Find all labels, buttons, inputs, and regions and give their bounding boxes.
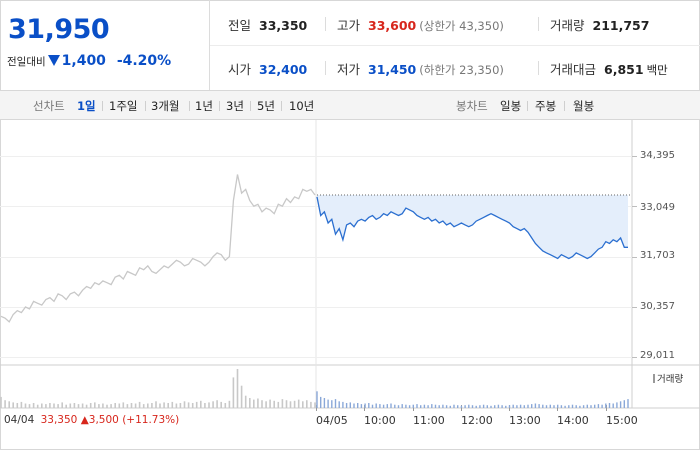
option-divider bbox=[527, 101, 528, 111]
change-row: 전일대비 1,400 -4.20% bbox=[7, 53, 171, 69]
amount-value: 6,851 bbox=[604, 62, 644, 77]
amount-label: 거래대금 bbox=[550, 62, 597, 77]
today-area-fill bbox=[317, 195, 628, 259]
x-tick-label: 13:00 bbox=[509, 414, 541, 427]
y-tick-label: 33,049 bbox=[640, 202, 675, 213]
high-label: 고가 bbox=[337, 18, 361, 33]
x-tick-label: 04/04 bbox=[4, 414, 35, 426]
prev-day-close: 33,350 bbox=[40, 414, 78, 426]
header-row-divider bbox=[210, 45, 700, 46]
range-option-1w[interactable]: 1주일 bbox=[109, 99, 138, 113]
cell-divider bbox=[538, 61, 539, 75]
open-label: 시가 bbox=[228, 62, 252, 77]
change-amount: 1,400 bbox=[61, 53, 106, 69]
x-tick-label: 10:00 bbox=[364, 414, 396, 427]
amount-unit: 백만 bbox=[646, 63, 668, 77]
option-divider bbox=[250, 101, 251, 111]
y-tick-label: 34,395 bbox=[640, 150, 675, 161]
prev-day-percent: (+11.73%) bbox=[122, 414, 180, 426]
cell-divider bbox=[538, 17, 539, 31]
line-chart-label: 선차트 bbox=[33, 99, 65, 113]
low-value: 31,450 bbox=[368, 62, 417, 77]
option-divider bbox=[281, 101, 282, 111]
prev-close-cell: 전일 33,350 bbox=[228, 15, 307, 34]
open-value: 32,400 bbox=[259, 62, 308, 77]
current-price: 31,950 bbox=[8, 14, 110, 45]
volume-label: 거래량 bbox=[550, 18, 585, 33]
x-tick-label: 12:00 bbox=[461, 414, 493, 427]
x-tick-label: 04/05 bbox=[316, 414, 348, 427]
amount-cell: 거래대금 6,851 백만 bbox=[550, 59, 668, 78]
x-tick-label: 11:00 bbox=[413, 414, 445, 427]
high-value: 33,600 bbox=[368, 18, 417, 33]
lower-limit: (하한가 23,350) bbox=[419, 63, 504, 77]
range-option-1d[interactable]: 1일 bbox=[77, 99, 96, 113]
candle-option-daily[interactable]: 일봉 bbox=[500, 99, 522, 113]
x-tick-label: 14:00 bbox=[557, 414, 589, 427]
option-divider bbox=[189, 101, 190, 111]
range-option-10y[interactable]: 10년 bbox=[289, 99, 315, 113]
low-cell: 저가 31,450 (하한가 23,350) bbox=[337, 59, 504, 78]
header-divider bbox=[209, 0, 210, 90]
volume-value: 211,757 bbox=[592, 18, 650, 33]
option-divider bbox=[145, 101, 146, 111]
cell-divider bbox=[325, 61, 326, 75]
candle-chart-label: 봉차트 bbox=[456, 99, 488, 113]
volume-legend-label: 거래량 bbox=[657, 374, 684, 385]
open-cell: 시가 32,400 bbox=[228, 59, 307, 78]
prev-day-summary: 04/04 33,350 ▲3,500 (+11.73%) bbox=[4, 414, 179, 426]
candle-option-monthly[interactable]: 월봉 bbox=[573, 99, 595, 113]
down-triangle-icon bbox=[47, 55, 60, 66]
prev-close-label: 전일 bbox=[228, 18, 252, 33]
change-label: 전일대비 bbox=[7, 56, 46, 68]
volume-legend-swatch bbox=[653, 374, 655, 383]
chart-toolbar: 선차트 1일 1주일 3개월 1년 3년 5년 10년 봉차트 일봉 주봉 월봉 bbox=[0, 90, 700, 120]
option-divider bbox=[219, 101, 220, 111]
prev-close-value: 33,350 bbox=[259, 18, 308, 33]
change-percent: -4.20% bbox=[116, 53, 172, 69]
option-divider bbox=[102, 101, 103, 111]
low-label: 저가 bbox=[337, 62, 361, 77]
option-divider bbox=[564, 101, 565, 111]
candle-option-weekly[interactable]: 주봉 bbox=[535, 99, 557, 113]
series-line-today bbox=[316, 196, 628, 260]
volume-legend: 거래량 bbox=[653, 371, 683, 385]
range-option-5y[interactable]: 5년 bbox=[257, 99, 275, 113]
series-line-prev-day bbox=[0, 174, 316, 323]
y-tick-label: 29,011 bbox=[640, 350, 675, 361]
y-tick-label: 31,703 bbox=[640, 250, 675, 261]
range-option-3m[interactable]: 3개월 bbox=[151, 99, 180, 113]
up-triangle-icon: ▲ bbox=[80, 414, 89, 426]
x-tick-label: 15:00 bbox=[606, 414, 638, 427]
high-cell: 고가 33,600 (상한가 43,350) bbox=[337, 15, 504, 34]
prev-day-change: 3,500 bbox=[88, 414, 119, 426]
quote-header: 31,950 전일대비 1,400 -4.20% 전일 33,350 고가 33,60… bbox=[0, 0, 700, 90]
range-option-1y[interactable]: 1년 bbox=[195, 99, 213, 113]
range-option-3y[interactable]: 3년 bbox=[226, 99, 244, 113]
upper-limit: (상한가 43,350) bbox=[419, 19, 504, 33]
y-tick-label: 30,357 bbox=[640, 301, 675, 312]
cell-divider bbox=[325, 17, 326, 31]
volume-cell: 거래량 211,757 bbox=[550, 15, 649, 34]
